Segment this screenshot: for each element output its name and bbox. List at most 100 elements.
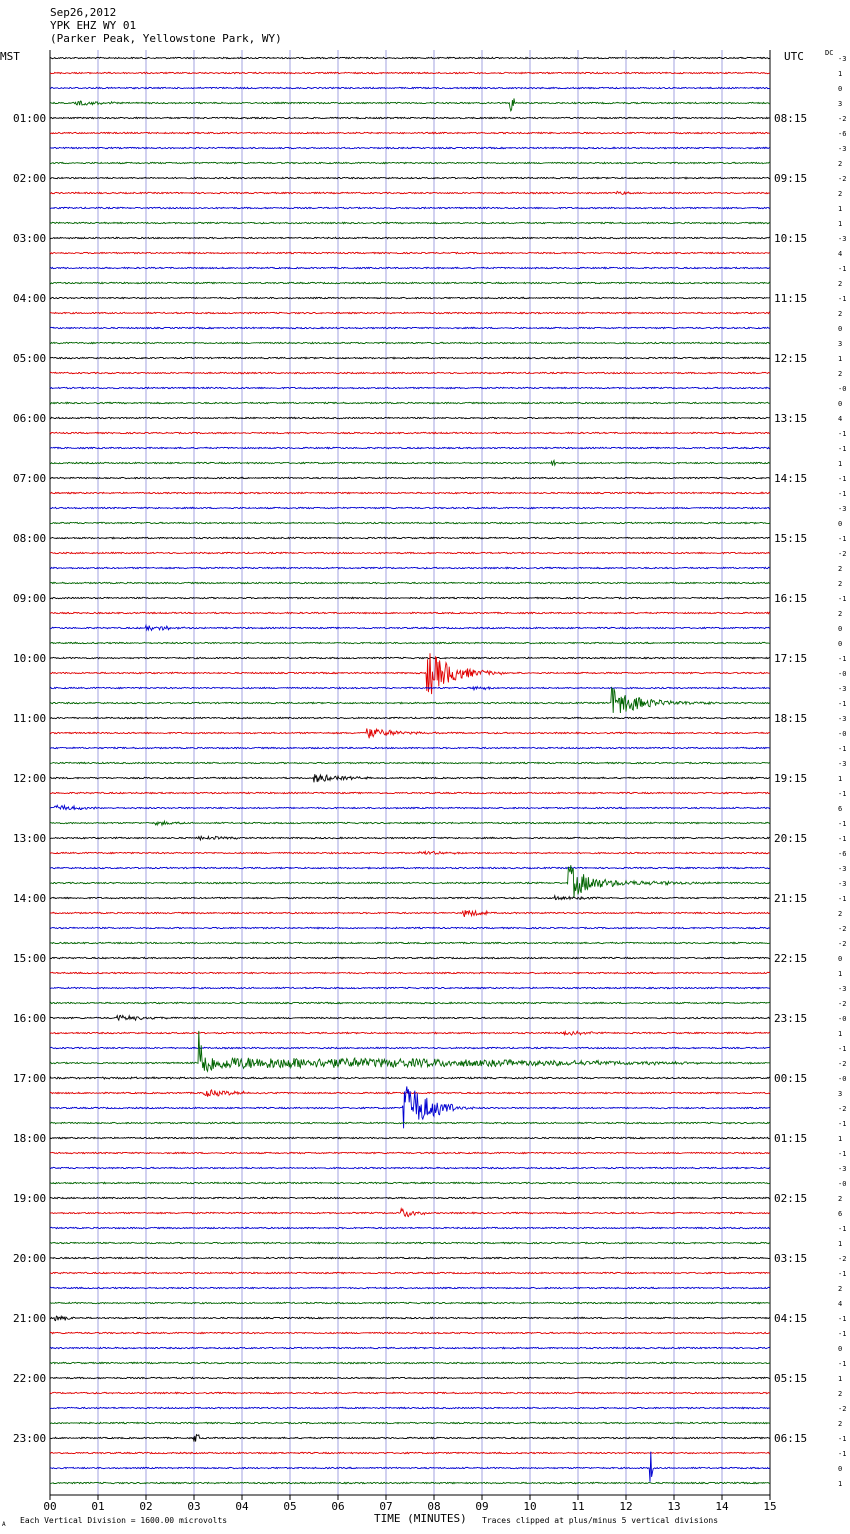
- dc-offset-label: -3: [838, 985, 846, 993]
- trace-row: [49, 206, 771, 210]
- x-axis-ticks: 00 01 02 03 04 05 06 07 08 09 10 11 12 13 14 15: [43, 1495, 777, 1513]
- trace-row: [49, 56, 771, 60]
- right-hour-label: 20:15: [774, 832, 807, 845]
- right-hour-label: 10:15: [774, 232, 807, 245]
- trace-row: [49, 266, 771, 270]
- dc-offset-label: -1: [838, 655, 846, 663]
- trace-row: [49, 1391, 770, 1395]
- x-tick-label: 01: [91, 1500, 104, 1513]
- dc-offset-label: -1: [838, 535, 846, 543]
- right-hour-label: 12:15: [774, 352, 807, 365]
- trace-row: [49, 401, 771, 405]
- dc-offset-label: 2: [838, 310, 842, 318]
- trace-row: [49, 190, 771, 196]
- trace-row: [49, 1451, 771, 1455]
- right-hour-label: 21:15: [774, 892, 807, 905]
- right-hour-label: 18:15: [774, 712, 807, 725]
- dc-offset-label: 2: [838, 565, 842, 573]
- left-hour-label: 18:00: [13, 1132, 46, 1145]
- dc-offset-label: -1: [838, 1045, 846, 1053]
- left-hour-label: 08:00: [13, 532, 46, 545]
- trace-row: [49, 761, 771, 765]
- left-hour-label: 09:00: [13, 592, 46, 605]
- dc-offset-label: 3: [838, 1090, 842, 1098]
- dc-label: DC: [825, 49, 833, 57]
- x-tick-label: 02: [139, 1500, 152, 1513]
- trace-row: [49, 727, 771, 739]
- left-hour-label: 13:00: [13, 832, 46, 845]
- right-hour-label: 15:15: [774, 532, 807, 545]
- trace-row: [49, 819, 771, 827]
- scale-note: Each Vertical Division = 1600.00 microvo…: [20, 1516, 227, 1525]
- right-hour-label: 13:15: [774, 412, 807, 425]
- dc-offset-label: -3: [838, 760, 846, 768]
- trace-row: [49, 296, 771, 300]
- dc-offset-label: -0: [838, 385, 846, 393]
- dc-offset-label: -2: [838, 1060, 846, 1068]
- trace-row: [49, 1226, 771, 1230]
- dc-offset-label: -0: [838, 1180, 846, 1188]
- dc-offset-label: -3: [838, 1165, 846, 1173]
- dc-offset-label: 0: [838, 625, 842, 633]
- left-hour-label: 19:00: [13, 1192, 46, 1205]
- trace-row: [49, 251, 771, 255]
- trace-row: [49, 686, 771, 714]
- dc-offset-label: 1: [838, 205, 842, 213]
- dc-offset-label: -1: [838, 835, 846, 843]
- trace-row: [49, 476, 771, 480]
- right-hour-label: 08:15: [774, 112, 807, 125]
- dc-offset-label: 4: [838, 250, 842, 258]
- trace-row: [49, 551, 771, 555]
- trace-row: [49, 1151, 771, 1155]
- trace-row: [49, 986, 771, 990]
- x-tick-label: 11: [571, 1500, 584, 1513]
- left-hour-label: 20:00: [13, 1252, 46, 1265]
- trace-row: [49, 1346, 771, 1350]
- dc-offset-label: 0: [838, 1345, 842, 1353]
- grid-lines: [49, 50, 771, 1496]
- dc-offset-label: -1: [838, 820, 846, 828]
- trace-row: [49, 131, 771, 135]
- dc-offset-label: -1: [838, 1120, 846, 1128]
- dc-offset-label: 2: [838, 1420, 842, 1428]
- trace-row: [49, 71, 771, 75]
- dc-offset-label: -3: [838, 505, 846, 513]
- dc-offset-label: 2: [838, 160, 842, 168]
- corner-mark: A: [2, 1521, 6, 1528]
- dc-offset-label: -1: [838, 265, 846, 273]
- dc-offset-label: 1: [838, 1240, 842, 1248]
- dc-offset-label: -1: [838, 1330, 846, 1338]
- left-hour-label: 12:00: [13, 772, 46, 785]
- right-hour-label: 19:15: [774, 772, 807, 785]
- dc-offset-label: 1: [838, 1030, 842, 1038]
- dc-offset-label: -2: [838, 940, 846, 948]
- left-hour-label: 15:00: [13, 952, 46, 965]
- chart-date: Sep26,2012: [50, 6, 117, 19]
- dc-offset-label: -0: [838, 1075, 846, 1083]
- dc-offset-label: 2: [838, 1285, 842, 1293]
- right-hour-label: 03:15: [774, 1252, 807, 1265]
- right-hour-label: 06:15: [774, 1432, 807, 1445]
- left-hour-label: 04:00: [13, 292, 46, 305]
- dc-offset-label: -1: [838, 895, 846, 903]
- trace-row: [49, 86, 771, 90]
- trace-row: [49, 1406, 771, 1410]
- trace-row: [49, 971, 771, 975]
- dc-offset-label: -1: [838, 595, 846, 603]
- dc-offset-label: -1: [838, 295, 846, 303]
- dc-offset-label: 1: [838, 775, 842, 783]
- trace-row: [49, 1376, 771, 1380]
- trace-row: [49, 1136, 771, 1140]
- trace-row: [49, 1433, 771, 1442]
- left-hour-label: 01:00: [13, 112, 46, 125]
- dc-offset-label: 2: [838, 610, 842, 618]
- trace-row: [49, 536, 771, 540]
- trace-row: [49, 803, 771, 811]
- dc-offset-label: -3: [838, 235, 846, 243]
- trace-row: [49, 1361, 771, 1365]
- clip-note: Traces clipped at plus/minus 5 vertical …: [482, 1516, 718, 1525]
- trace-row: [49, 431, 771, 435]
- x-tick-label: 14: [715, 1500, 729, 1513]
- dc-offset-label: 2: [838, 580, 842, 588]
